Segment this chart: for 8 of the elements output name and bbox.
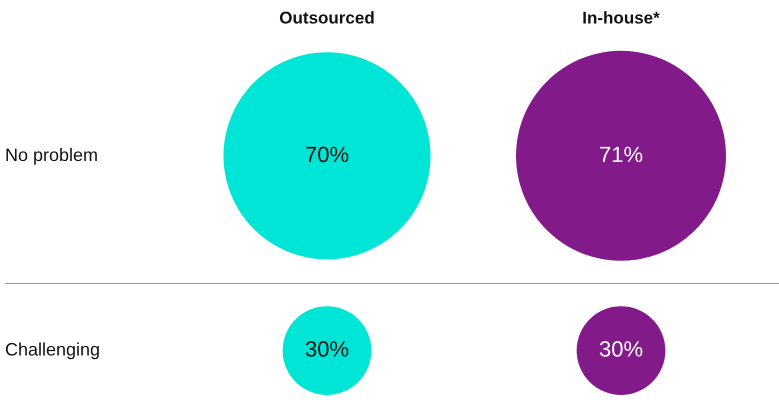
series-label: Outsourced (279, 8, 375, 28)
data-label: 70% (304, 142, 350, 167)
data-label: 30% (304, 336, 350, 362)
data-label: 30% (598, 336, 644, 362)
category-label: No problem (5, 144, 98, 165)
category-label: Challenging (5, 340, 100, 360)
data-label: 71% (598, 142, 644, 167)
series-label: In-house* (582, 8, 660, 28)
